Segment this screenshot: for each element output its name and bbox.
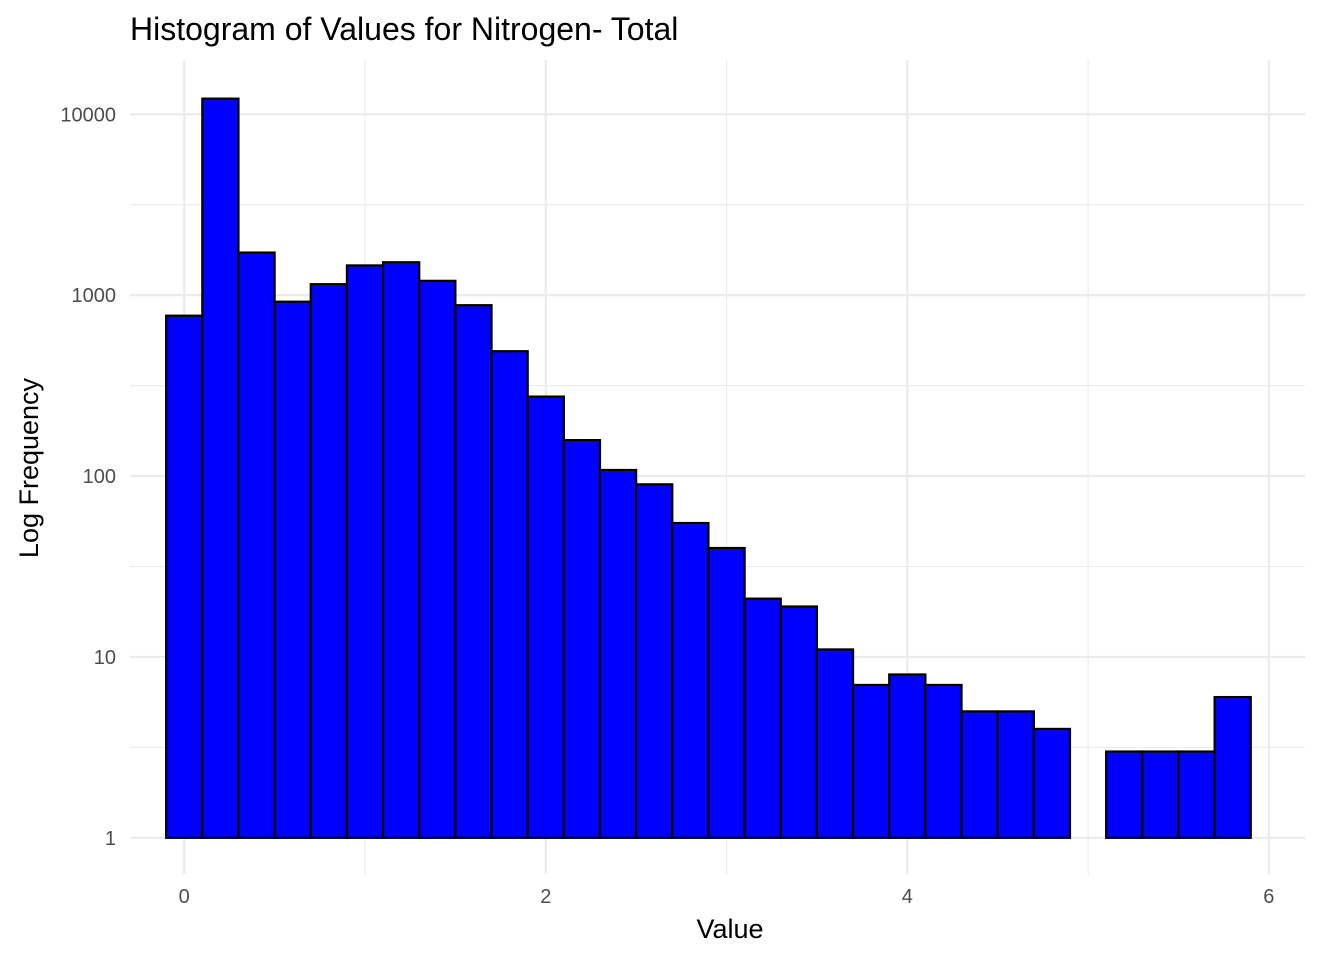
y-axis-title: Log Frequency xyxy=(14,377,44,558)
histogram-bar xyxy=(1141,750,1180,839)
histogram-bar xyxy=(1105,750,1144,839)
x-tick-label: 6 xyxy=(1263,886,1274,908)
histogram-bar xyxy=(309,283,349,839)
y-tick-label: 10000 xyxy=(60,104,116,126)
histogram-bar xyxy=(779,605,819,839)
histogram-bar xyxy=(598,468,638,839)
histogram-bar xyxy=(273,300,312,839)
y-tick-label: 1000 xyxy=(72,285,117,307)
histogram-bar xyxy=(418,279,457,839)
histogram-bar xyxy=(960,710,999,839)
x-axis-title: Value xyxy=(696,914,763,944)
x-axis-ticks: 0 2 4 6 xyxy=(179,886,1275,908)
y-tick-label: 100 xyxy=(83,466,116,488)
histogram-bar xyxy=(1213,695,1252,839)
histogram-bar xyxy=(1032,727,1072,839)
y-axis-ticks: 1 10 100 1000 10000 xyxy=(60,104,116,850)
histogram-bar xyxy=(165,314,204,839)
histogram-bar xyxy=(526,395,565,839)
y-tick-label: 10 xyxy=(94,647,116,669)
x-tick-label: 0 xyxy=(179,886,190,908)
histogram-bar xyxy=(237,251,276,839)
histogram-bar xyxy=(924,683,963,839)
y-tick-label: 1 xyxy=(105,828,116,850)
histogram-bar xyxy=(888,673,927,839)
bars xyxy=(165,97,1252,839)
x-tick-label: 4 xyxy=(902,886,913,908)
histogram-bar xyxy=(743,597,782,839)
histogram-bar xyxy=(851,683,891,839)
chart-title: Histogram of Values for Nitrogen- Total xyxy=(130,11,678,47)
histogram-bar xyxy=(707,546,746,839)
histogram-bar xyxy=(345,264,385,839)
x-tick-label: 2 xyxy=(540,886,551,908)
histogram-bar xyxy=(671,521,710,839)
histogram-bar xyxy=(1177,750,1216,839)
histogram-bar xyxy=(562,439,602,839)
histogram-bar xyxy=(490,350,529,839)
histogram-bar xyxy=(201,97,240,839)
histogram-bar xyxy=(996,710,1035,839)
histogram-bar xyxy=(635,483,674,839)
histogram-bar xyxy=(381,261,421,839)
histogram-bar xyxy=(815,648,855,839)
histogram-bar xyxy=(454,304,493,839)
